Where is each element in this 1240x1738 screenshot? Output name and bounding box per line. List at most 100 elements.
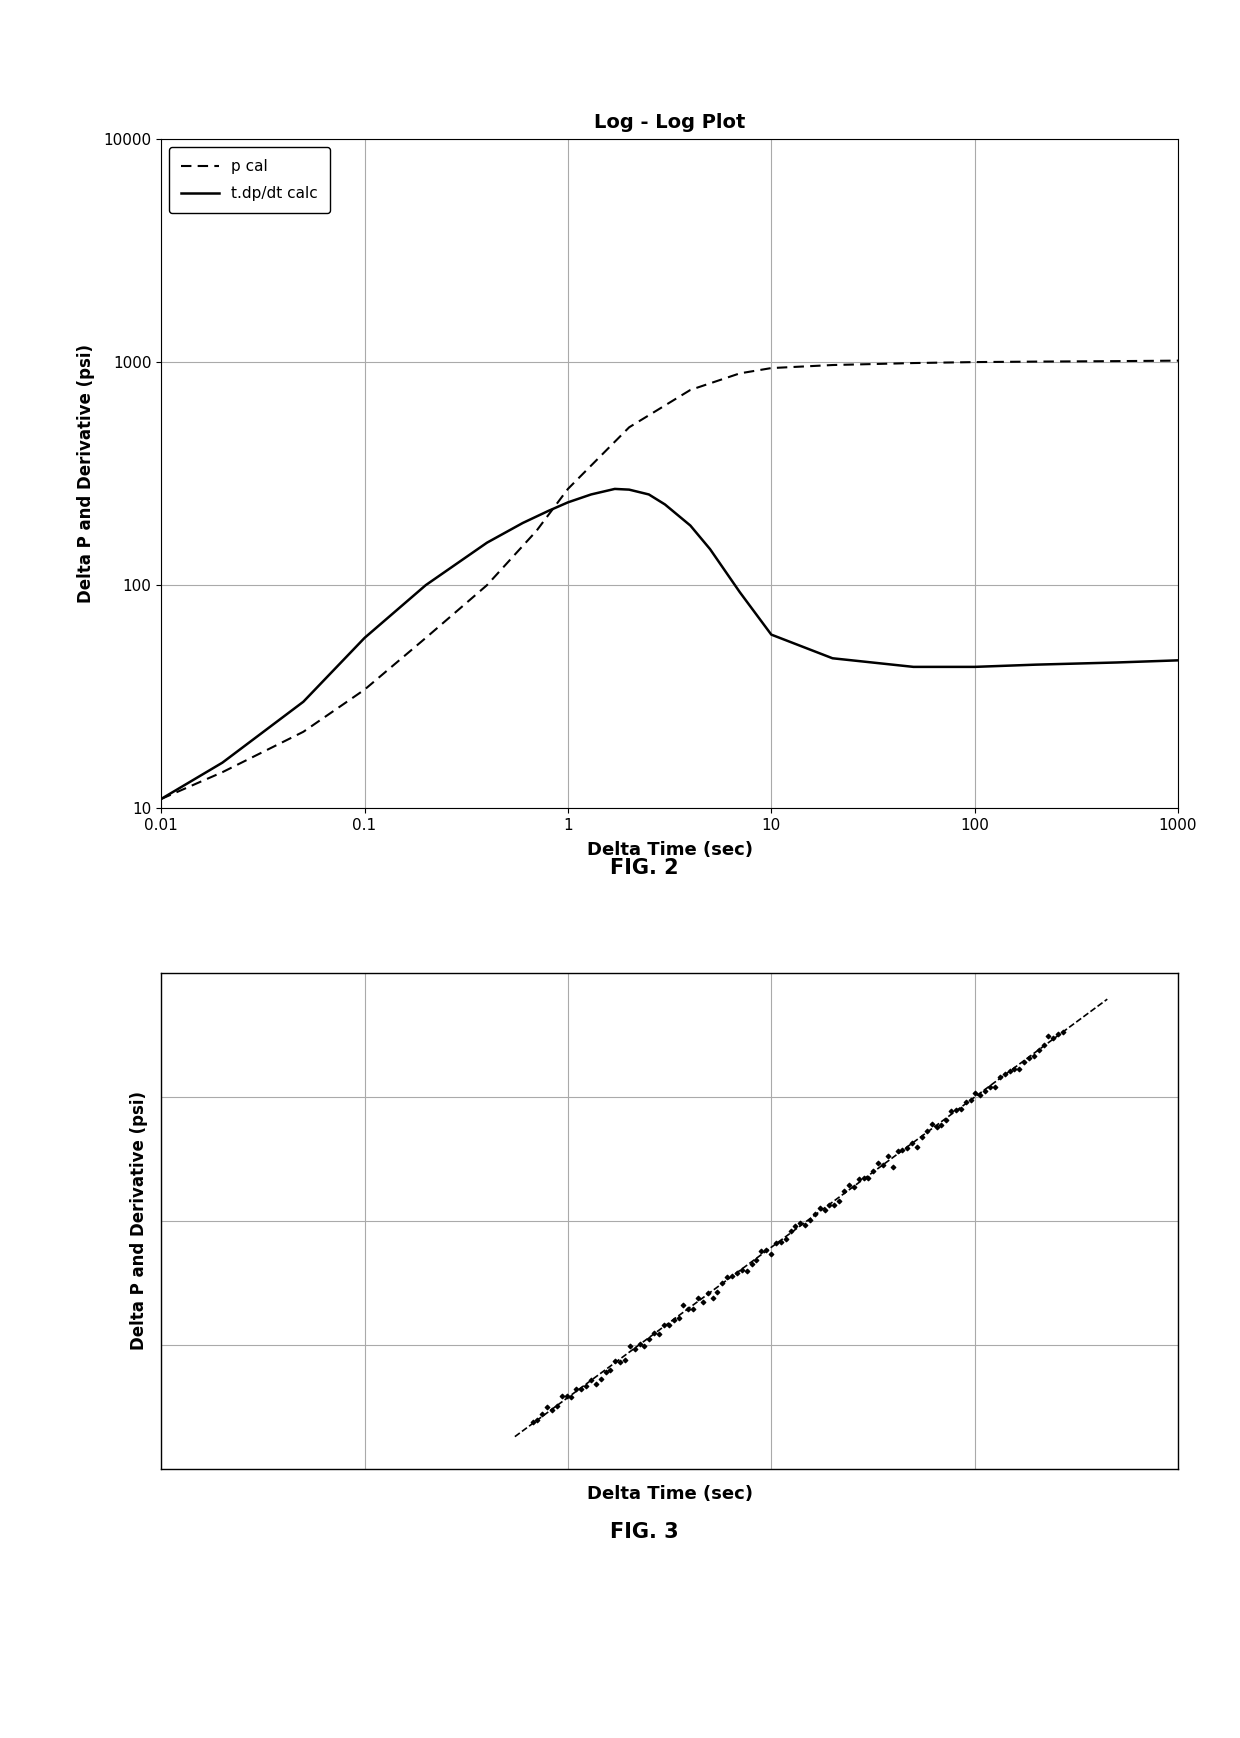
Point — [790, 1208, 810, 1236]
Point — [1004, 1055, 1024, 1083]
t.dp/dt calc — [560, 492, 575, 513]
Point — [746, 1246, 766, 1274]
t.dp/dt calc — [733, 582, 748, 603]
Point — [911, 1123, 931, 1151]
Point — [645, 1319, 665, 1347]
Point — [916, 1118, 936, 1145]
Point — [941, 1097, 961, 1124]
p cal — [215, 761, 229, 782]
Point — [587, 1370, 606, 1397]
Point — [893, 1137, 913, 1164]
Point — [640, 1326, 660, 1354]
Point — [1019, 1045, 1039, 1072]
p cal — [764, 358, 779, 379]
Y-axis label: Delta P and Derivative (psi): Delta P and Derivative (psi) — [77, 344, 95, 603]
Point — [1009, 1055, 1029, 1083]
Point — [590, 1366, 610, 1394]
Point — [610, 1349, 630, 1376]
Point — [926, 1114, 946, 1142]
t.dp/dt calc — [683, 514, 698, 535]
Point — [966, 1079, 986, 1107]
Point — [848, 1164, 868, 1192]
Point — [650, 1321, 670, 1349]
Point — [951, 1095, 971, 1123]
t.dp/dt calc — [418, 575, 433, 596]
Point — [537, 1394, 557, 1422]
Point — [839, 1171, 859, 1199]
Point — [1014, 1048, 1034, 1076]
Point — [727, 1258, 746, 1286]
Point — [785, 1211, 805, 1239]
Point — [567, 1375, 587, 1403]
Point — [999, 1057, 1019, 1085]
Legend: p cal, t.dp/dt calc: p cal, t.dp/dt calc — [169, 146, 330, 214]
Text: FIG. 3: FIG. 3 — [610, 1522, 680, 1542]
t.dp/dt calc — [154, 789, 169, 810]
Point — [751, 1237, 771, 1265]
Point — [956, 1088, 976, 1116]
Point — [883, 1152, 903, 1180]
Point — [1034, 1031, 1054, 1058]
t.dp/dt calc — [906, 657, 921, 678]
t.dp/dt calc — [1028, 653, 1043, 674]
Text: FIG. 2: FIG. 2 — [610, 859, 680, 878]
p cal — [480, 575, 495, 596]
t.dp/dt calc — [967, 657, 982, 678]
t.dp/dt calc — [1171, 650, 1185, 671]
Point — [1024, 1043, 1044, 1071]
Point — [668, 1304, 688, 1331]
Point — [713, 1269, 733, 1297]
Point — [522, 1408, 542, 1436]
Point — [825, 1191, 844, 1218]
Point — [630, 1330, 650, 1357]
Point — [961, 1086, 981, 1114]
p cal — [621, 417, 636, 438]
Point — [653, 1310, 673, 1338]
X-axis label: Delta Time (sec): Delta Time (sec) — [587, 1484, 753, 1503]
Point — [737, 1257, 756, 1284]
Point — [683, 1295, 703, 1323]
Point — [605, 1347, 625, 1375]
p cal — [296, 721, 311, 742]
Point — [820, 1191, 839, 1218]
Point — [976, 1076, 996, 1104]
t.dp/dt calc — [621, 480, 636, 501]
Point — [582, 1366, 601, 1394]
Point — [815, 1196, 835, 1224]
Point — [620, 1333, 640, 1361]
Point — [1029, 1036, 1049, 1064]
Point — [722, 1262, 742, 1290]
Point — [678, 1295, 698, 1323]
Point — [971, 1081, 991, 1109]
Point — [830, 1187, 849, 1215]
Point — [703, 1284, 723, 1312]
Point — [717, 1264, 737, 1291]
Point — [732, 1257, 751, 1284]
Point — [908, 1133, 928, 1161]
Point — [698, 1279, 718, 1307]
t.dp/dt calc — [1110, 652, 1125, 673]
Point — [572, 1375, 591, 1403]
Point — [1053, 1018, 1073, 1046]
Point — [985, 1074, 1004, 1102]
p cal — [906, 353, 921, 374]
Line: p cal: p cal — [161, 362, 1178, 799]
Point — [800, 1206, 820, 1234]
Point — [888, 1137, 908, 1164]
p cal — [967, 351, 982, 372]
Point — [844, 1173, 864, 1201]
Point — [625, 1335, 645, 1363]
Point — [527, 1406, 547, 1434]
Point — [615, 1347, 635, 1375]
t.dp/dt calc — [825, 648, 839, 669]
Point — [552, 1382, 572, 1410]
Point — [600, 1356, 620, 1383]
t.dp/dt calc — [657, 494, 672, 514]
Point — [805, 1199, 825, 1227]
p cal — [357, 680, 372, 700]
Point — [863, 1158, 883, 1185]
t.dp/dt calc — [641, 483, 656, 504]
Point — [835, 1177, 854, 1204]
Point — [898, 1133, 918, 1161]
Point — [810, 1194, 830, 1222]
